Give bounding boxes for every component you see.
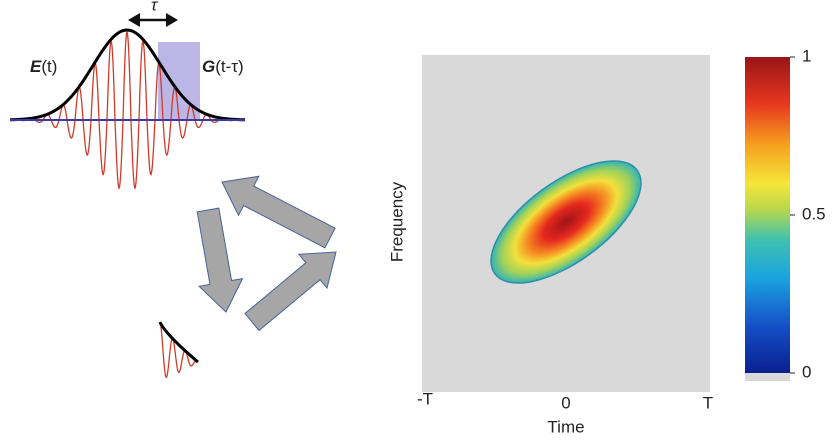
block-arrow [245, 252, 336, 331]
x-tick-label: -T [417, 389, 433, 408]
y-axis-label: Frequency [387, 181, 406, 262]
cycle-arrows [197, 176, 336, 330]
field-symbol: E [30, 57, 42, 76]
gate-label: G(t-τ) [202, 57, 244, 76]
field-label: E(t) [30, 57, 57, 76]
pulse-plot [10, 30, 245, 188]
block-arrow [197, 208, 242, 312]
colorbar-tick-label: 0.5 [802, 204, 826, 223]
x-axis-label: Time [547, 417, 584, 436]
diagram: τ E(t) G(t-τ) -T 0 T Time Frequency 1 0.5… [0, 0, 839, 445]
colorbar-background [745, 373, 790, 381]
colorbar-tick-label: 0 [802, 362, 811, 381]
gate-symbol: G [202, 57, 215, 76]
gate-arg: (t-τ) [215, 57, 243, 76]
x-tick-label: 0 [561, 393, 570, 412]
delay-arrow [128, 13, 178, 27]
x-tick-label: T [703, 393, 713, 412]
delay-label: τ [151, 0, 159, 14]
colorbar-tick-label: 1 [802, 46, 811, 65]
carrier [10, 32, 245, 188]
retrieved-fragment [160, 322, 198, 377]
fragment-envelope [160, 322, 198, 362]
block-arrow [222, 176, 335, 248]
field-arg: (t) [41, 57, 57, 76]
colorbar [745, 57, 790, 373]
